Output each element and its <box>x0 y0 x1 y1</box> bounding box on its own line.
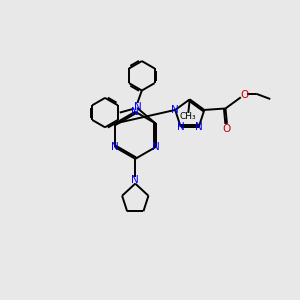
Text: N: N <box>111 142 119 152</box>
Text: CH₃: CH₃ <box>180 112 196 121</box>
Text: O: O <box>241 90 249 100</box>
Text: N: N <box>171 105 179 115</box>
Text: O: O <box>223 124 231 134</box>
Text: N: N <box>131 107 139 117</box>
Text: N: N <box>134 102 141 112</box>
Text: N: N <box>195 122 202 132</box>
Text: N: N <box>152 142 160 152</box>
Text: N: N <box>177 122 184 132</box>
Text: N: N <box>131 175 139 185</box>
